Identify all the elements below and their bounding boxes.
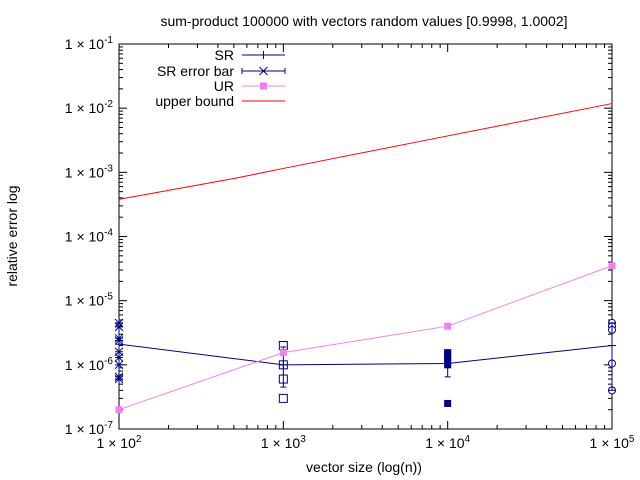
- legend-label: UR: [214, 78, 234, 94]
- marker-shape: [260, 82, 267, 90]
- marker-stroke: [259, 66, 268, 76]
- x-tick-label: 1 × 103: [261, 434, 306, 451]
- y-tick-label: 1 × 10-5: [65, 292, 114, 309]
- legend-label: SR: [215, 47, 234, 63]
- series-point: [608, 262, 616, 270]
- x-axis-label: vector size (log(n)): [306, 459, 422, 475]
- y-tick-label: 1 × 10-6: [65, 356, 114, 373]
- error-bar: [116, 322, 122, 380]
- y-tick-label: 1 × 10-7: [65, 420, 114, 437]
- marker-shape: [278, 393, 288, 403]
- marker-shape: [444, 322, 452, 330]
- x-tick-label: 1 × 102: [97, 434, 142, 451]
- error-bar: [444, 353, 451, 378]
- marker-shape: [279, 349, 287, 357]
- legend-label: upper bound: [155, 93, 234, 109]
- series-line: [118, 265, 613, 411]
- error-bar: [609, 322, 615, 391]
- series-point: [444, 322, 452, 330]
- legend-marker: [260, 82, 267, 90]
- series-line: [118, 103, 613, 200]
- y-tick-label: 1 × 10-3: [65, 163, 114, 180]
- x-tick-label: 1 × 104: [425, 434, 470, 451]
- chart-title: sum-product 100000 with vectors random v…: [160, 13, 567, 29]
- legend-marker: [259, 51, 268, 59]
- plot-area: 1 × 102 1 × 103 1 × 104 1 × 105 1 × 10-7 1 × …: [65, 35, 635, 451]
- legend-marker: [259, 66, 268, 76]
- sample-point: [444, 399, 452, 407]
- series-line: [118, 343, 613, 366]
- marker-shape: [608, 262, 616, 270]
- y-tick-label: 1 × 10-1: [65, 35, 114, 52]
- sample-point: [278, 393, 288, 403]
- x-tick-label: 1 × 105: [590, 434, 635, 451]
- series-point: [279, 349, 287, 357]
- marker-shape: [115, 406, 123, 414]
- legend-label: SR error bar: [157, 63, 234, 79]
- marker-shape: [444, 399, 452, 407]
- series-point: [115, 406, 123, 414]
- y-tick-label: 1 × 10-4: [65, 228, 114, 245]
- y-tick-label: 1 × 10-2: [65, 99, 114, 116]
- y-axis-label: relative error log: [4, 185, 20, 286]
